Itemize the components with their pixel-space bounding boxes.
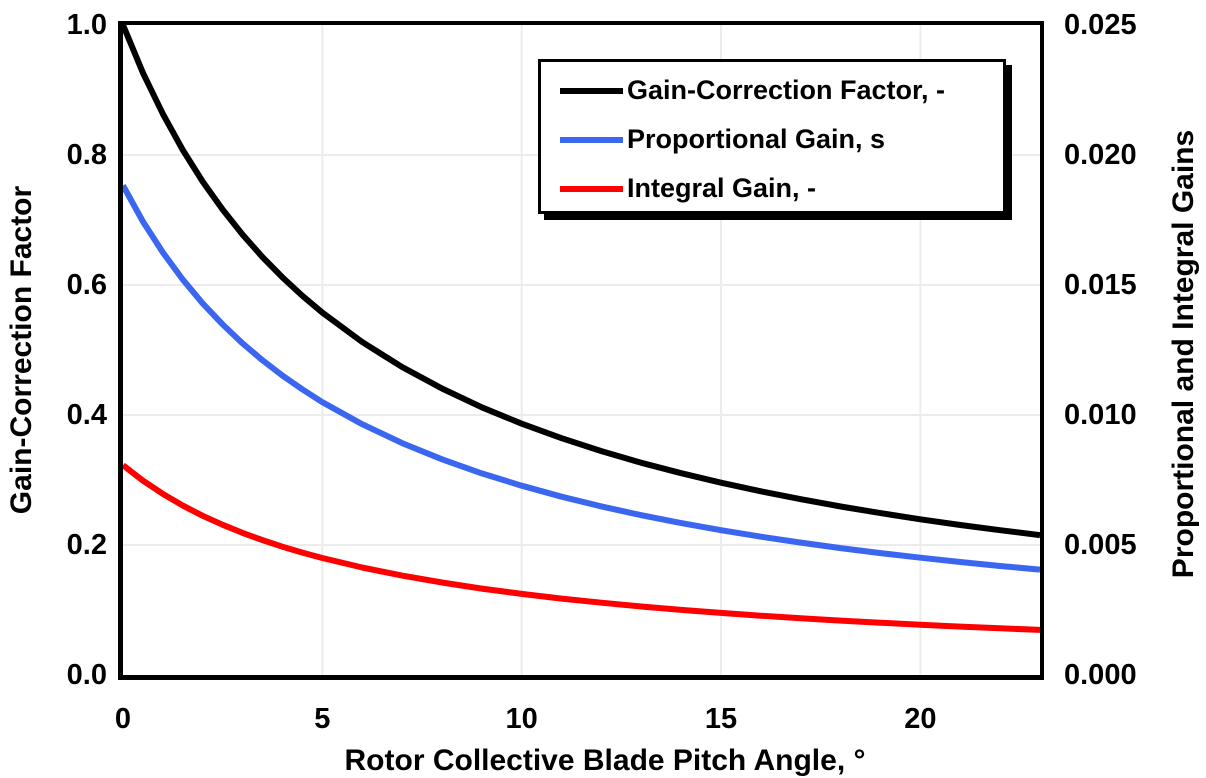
gain-scheduling-chart: { "chart": { "left_axis": { "title": "Ga… (5, 9, 1200, 777)
legend-label: Integral Gain, - (627, 173, 817, 203)
right-axis-tick-label: 0.015 (1064, 269, 1137, 301)
right-axis-tick-label: 0.020 (1064, 139, 1137, 171)
x-axis-tick-label: 20 (904, 703, 937, 735)
left-axis-tick-label: 0.8 (66, 139, 107, 171)
right-axis-tick-label: 0.025 (1064, 9, 1137, 41)
left-axis-tick-label: 1.0 (66, 9, 107, 41)
left-axis-tick-label: 0.4 (66, 399, 107, 431)
x-axis-tick-label: 5 (314, 703, 331, 735)
series-line-1 (120, 184, 1041, 573)
series-line-2 (121, 462, 1041, 633)
x-axis-tick-label: 0 (114, 703, 132, 735)
x-axis-title: Rotor Collective Blade Pitch Angle, ° (344, 744, 866, 777)
legend-item-proportional-gain: Proportional Gain, s (560, 123, 995, 156)
right-axis-title: Proportional and Integral Gains (1167, 129, 1200, 579)
right-axis-tick-label: 0.000 (1064, 659, 1137, 691)
x-axis-tick-label: 10 (505, 703, 538, 735)
right-axis-tick-label: 0.010 (1064, 399, 1137, 431)
left-axis-title: Gain-Correction Factor (5, 185, 38, 515)
legend: Gain-Correction Factor, - Proportional G… (538, 59, 1006, 214)
legend-item-integral-gain: Integral Gain, - (560, 172, 995, 205)
legend-label: Proportional Gain, s (627, 124, 886, 154)
red-line-swatch-icon (560, 185, 623, 192)
left-axis-tick-label: 0.6 (66, 269, 107, 301)
blue-line-swatch-icon (560, 136, 623, 143)
legend-item-gain-correction-factor: Gain-Correction Factor, - (560, 74, 995, 107)
plot-area (120, 23, 1041, 675)
left-axis-tick-label: 0.2 (66, 529, 107, 561)
legend-label: Gain-Correction Factor, - (627, 75, 946, 105)
black-line-swatch-icon (560, 87, 623, 94)
left-axis-tick-label: 0.0 (66, 659, 107, 691)
plot-svg (120, 23, 1041, 675)
x-axis-tick-label: 15 (704, 703, 738, 735)
right-axis-tick-label: 0.005 (1064, 529, 1137, 561)
series-line-0 (120, 23, 1041, 539)
